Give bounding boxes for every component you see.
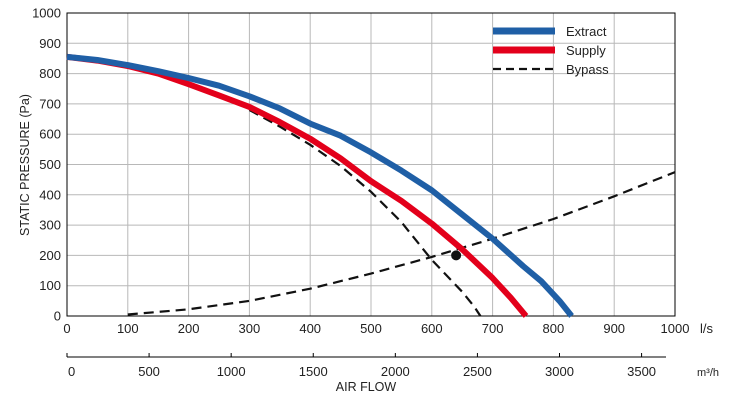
x-tick-labels: 0 100 200 300 400 500 600 700 800 900 1000 <box>63 321 689 336</box>
y-tick-label: 600 <box>39 127 61 142</box>
y-tick-label: 100 <box>39 278 61 293</box>
y-tick-label: 500 <box>39 157 61 172</box>
x2-unit-label: m³/h <box>697 367 719 379</box>
x-tick-label: 0 <box>63 321 70 336</box>
y-tick-label: 0 <box>54 309 61 324</box>
x2-tick-label: 3500 <box>627 364 656 379</box>
x2-tick-labels: 0 500 1000 1500 2000 2500 3000 3500 <box>66 353 656 379</box>
legend-label-bypass: Bypass <box>566 62 609 77</box>
bypass-system-curve <box>127 171 676 316</box>
x-tick-label: 500 <box>360 321 382 336</box>
x2-tick-label: 2000 <box>381 364 410 379</box>
x2-tick-label: 3000 <box>545 364 574 379</box>
y-tick-label: 700 <box>39 96 61 111</box>
y-tick-label: 800 <box>39 66 61 81</box>
x2-tick-label: 500 <box>138 364 160 379</box>
y-tick-labels: 0 100 200 300 400 500 600 700 800 900 1000 <box>32 6 61 324</box>
y-tick-label: 400 <box>39 187 61 202</box>
y-tick-label: 200 <box>39 248 61 263</box>
legend-label-supply: Supply <box>566 43 606 58</box>
legend-label-extract: Extract <box>566 24 607 39</box>
grid <box>66 12 676 317</box>
series-layer <box>66 53 676 318</box>
x-tick-label: 100 <box>117 321 139 336</box>
x2-tick-label: 1500 <box>299 364 328 379</box>
y-tick-label: 1000 <box>32 6 61 21</box>
x-axis-title: AIR FLOW <box>336 380 397 394</box>
legend: Extract Supply Bypass <box>493 24 609 77</box>
x-tick-label: 700 <box>482 321 504 336</box>
x-unit-label: l/s <box>700 321 714 336</box>
x-tick-label: 600 <box>421 321 443 336</box>
y-tick-label: 300 <box>39 218 61 233</box>
x2-tick-label: 0 <box>68 364 75 379</box>
x-tick-label: 800 <box>543 321 565 336</box>
extract-series-line <box>66 53 574 318</box>
operating-point-marker <box>451 250 462 261</box>
x-tick-label: 900 <box>603 321 625 336</box>
x-tick-label: 1000 <box>661 321 690 336</box>
y-tick-label: 900 <box>39 36 61 51</box>
supply-series-line <box>66 53 529 318</box>
x-tick-label: 300 <box>239 321 261 336</box>
x2-tick-label: 1000 <box>217 364 246 379</box>
bypass-fan-curve <box>248 109 482 317</box>
x-tick-label: 400 <box>299 321 321 336</box>
x-tick-label: 200 <box>178 321 200 336</box>
y-axis-title: STATIC PRESSURE (Pa) <box>18 94 32 236</box>
plot-frame <box>66 12 676 317</box>
x2-tick-label: 2500 <box>463 364 492 379</box>
